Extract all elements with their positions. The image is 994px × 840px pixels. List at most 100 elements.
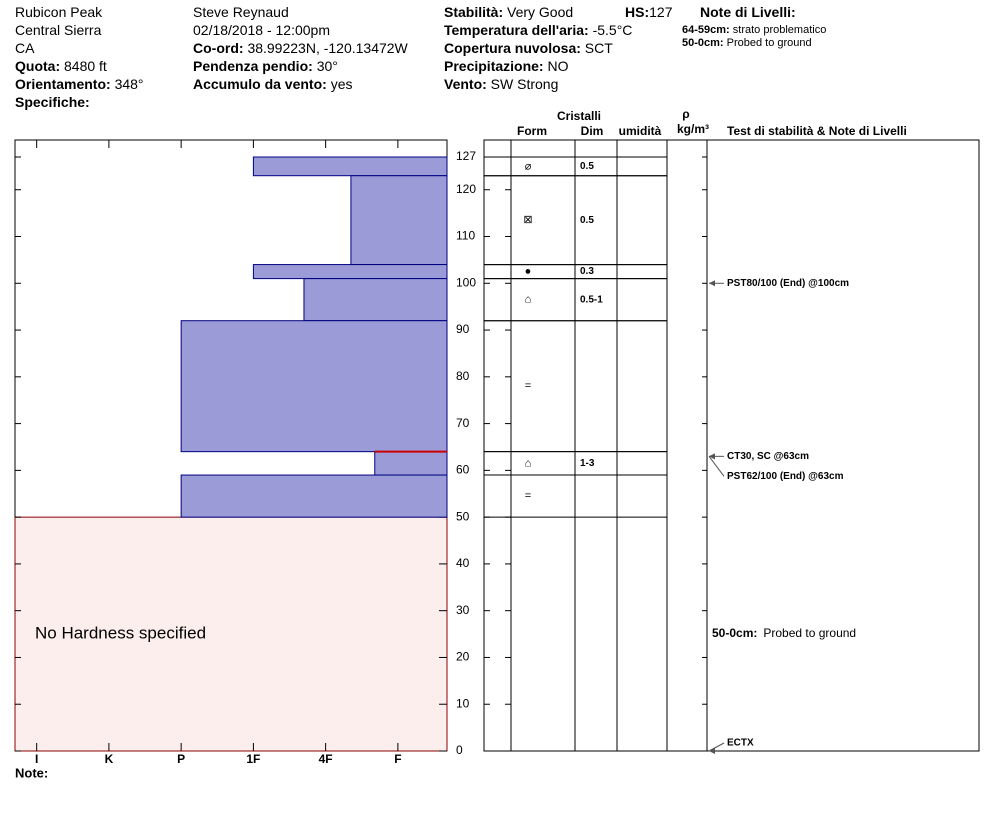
field: Orientamento: 348° <box>15 76 144 92</box>
hardness-bar <box>180 474 448 518</box>
layer-note: 50-0cm: Probed to ground <box>682 37 812 49</box>
field: Pendenza pendio: 30° <box>193 58 338 74</box>
field-label: Vento: <box>444 76 487 92</box>
field-value: 348° <box>114 76 144 92</box>
field-label: Precipitazione: <box>444 58 544 74</box>
hardness-bar <box>350 175 448 266</box>
y-tick-label: 20 <box>456 650 470 664</box>
column-header: ρ <box>682 107 689 121</box>
y-tick-label: 110 <box>456 229 475 243</box>
field-value: Very Good <box>507 4 574 20</box>
field: Specifiche: <box>15 94 90 110</box>
y-tick-label: 60 <box>456 463 470 477</box>
field-label: HS: <box>625 4 650 20</box>
y-tick-label: 0 <box>456 743 463 757</box>
state: CA <box>15 40 35 56</box>
y-tick-label: 30 <box>456 603 470 617</box>
grain-form: = <box>525 490 531 502</box>
no-hardness-label: No Hardness specified <box>35 624 206 643</box>
note-label: 50-0cm: <box>682 37 724 49</box>
field-value: 8480 ft <box>64 58 107 74</box>
datetime: 02/18/2018 - 12:00pm <box>193 22 330 38</box>
layer-note: 50-0cm: Probed to ground <box>712 626 856 640</box>
y-tick-label: 100 <box>456 275 476 289</box>
observer: Steve Reynaud <box>193 4 289 20</box>
range: Central Sierra <box>15 22 102 38</box>
notes-title-text: Note di Livelli: <box>700 4 796 20</box>
grain-size: 0.5 <box>580 215 594 226</box>
y-tick-label: 90 <box>456 322 470 336</box>
y-tick-label: 70 <box>456 416 470 430</box>
y-tick-label: 127 <box>456 149 476 163</box>
column-header: Cristalli <box>557 109 601 123</box>
test-label: CT30, SC @63cm <box>727 451 809 462</box>
hardness-bar <box>303 278 448 322</box>
arrow-head <box>709 453 715 460</box>
arrow-head <box>709 748 715 754</box>
hardness-bar <box>374 451 448 476</box>
note-label: 50-0cm: <box>712 626 757 640</box>
field: Accumulo da vento: yes <box>193 76 352 92</box>
test-arrow <box>708 456 725 477</box>
field-label: Stabilità: <box>444 4 504 20</box>
no-hardness-zone <box>14 516 448 752</box>
hardness-bar <box>252 156 448 177</box>
y-tick-label: 40 <box>456 556 470 570</box>
field-label: Pendenza pendio: <box>193 58 313 74</box>
grain-size: 0.3 <box>580 266 594 277</box>
grain-form: ⌂ <box>525 457 532 469</box>
grain-form: ⊠ <box>523 214 532 226</box>
notes-title: Note di Livelli: <box>700 4 796 20</box>
field-value: -5.5°C <box>592 22 633 38</box>
y-tick-label: 50 <box>456 509 470 523</box>
y-tick-label: 80 <box>456 369 470 383</box>
arrow-head <box>709 280 715 287</box>
y-tick-label: 120 <box>456 182 476 196</box>
test-arrow <box>708 742 725 752</box>
field: Copertura nuvolosa: SCT <box>444 40 613 56</box>
layer-note: 64-59cm: strato problematico <box>682 24 826 36</box>
field-label: Copertura nuvolosa: <box>444 40 581 56</box>
field: Temperatura dell'aria: -5.5°C <box>444 22 632 38</box>
field-value: SCT <box>584 40 613 56</box>
field: Quota: 8480 ft <box>15 58 107 74</box>
column-header: Form <box>517 124 547 138</box>
column-header: Dim <box>581 124 604 138</box>
field-value: 30° <box>316 58 338 74</box>
note-text: Probed to ground <box>726 37 812 49</box>
test-label: PST62/100 (End) @63cm <box>727 471 844 482</box>
grain-form: ⌂ <box>525 294 532 306</box>
x-tick-label: 4F <box>319 752 333 766</box>
grain-size: 0.5-1 <box>580 294 603 305</box>
x-tick-label: 1F <box>246 752 260 766</box>
field-label: Temperatura dell'aria: <box>444 22 589 38</box>
grain-form: ● <box>525 265 532 277</box>
field-value: yes <box>330 76 353 92</box>
site: Rubicon Peak <box>15 4 103 20</box>
x-tick-label: I <box>35 752 38 766</box>
field: Co-ord: 38.99223N, -120.13472W <box>193 40 408 56</box>
grain-size: 1-3 <box>580 458 595 469</box>
field-label: Accumulo da vento: <box>193 76 327 92</box>
field-value: SW Strong <box>490 76 559 92</box>
field: HS:127 <box>625 4 672 20</box>
field-label: Orientamento: <box>15 76 111 92</box>
grain-form: ⌀ <box>525 160 532 172</box>
column-header: Test di stabilità & Note di Livelli <box>727 124 907 138</box>
note-text: strato problematico <box>732 24 827 36</box>
column-header: kg/m³ <box>677 122 709 136</box>
field-value: 38.99223N, -120.13472W <box>247 40 408 56</box>
hardness-bar <box>252 264 448 280</box>
x-tick-label: F <box>394 752 401 766</box>
test-label: PST80/100 (End) @100cm <box>727 278 849 289</box>
field-value: 127 <box>649 4 673 20</box>
column-header: umidità <box>619 124 662 138</box>
field-value: NO <box>547 58 569 74</box>
field: Stabilità: Very Good <box>444 4 573 20</box>
field-label: Quota: <box>15 58 61 74</box>
note-label: 64-59cm: <box>682 24 730 36</box>
test-label: ECTX <box>727 738 754 749</box>
field-label: Specifiche: <box>15 94 90 110</box>
